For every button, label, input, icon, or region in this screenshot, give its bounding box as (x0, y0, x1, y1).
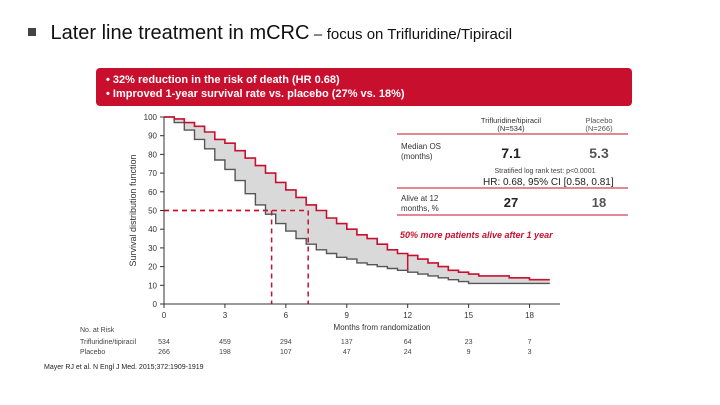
table-col2-n: (N=266) (585, 124, 613, 133)
title-main: Later line treatment in mCRC (50, 22, 310, 44)
table-stat-test: Stratified log rank test: p<0.0001 (495, 168, 596, 175)
risk-value: 266 (158, 349, 170, 356)
risk-value: 9 (467, 349, 471, 356)
series-line-trifluridine-tipiracil (164, 116, 550, 281)
table-alive-12m-ftd: 27 (504, 195, 518, 210)
y-tick-label: 10 (148, 281, 157, 290)
x-tick-label: 18 (525, 311, 534, 320)
y-tick-label: 0 (153, 300, 158, 309)
risk-row-label: Placebo (80, 349, 105, 356)
y-tick-label: 30 (148, 244, 157, 253)
reference-citation: Mayer RJ et al. N Engl J Med. 2015;372:1… (44, 364, 204, 371)
banner-bullet-1: • 32% reduction in the risk of death (HR… (106, 74, 340, 86)
key-findings-banner: • 32% reduction in the risk of death (HR… (96, 68, 632, 106)
risk-value: 23 (465, 339, 473, 346)
slide-title: Later line treatment in mCRC – focus on … (28, 22, 512, 45)
table-hazard-ratio: HR: 0.68, 95% CI [0.58, 0.81] (483, 177, 614, 188)
risk-value: 3 (528, 349, 532, 356)
x-tick-label: 0 (162, 311, 167, 320)
banner-bullet-2: • Improved 1-year survival rate vs. plac… (106, 88, 405, 100)
risk-value: 137 (341, 339, 353, 346)
y-tick-label: 90 (148, 132, 157, 141)
survival-gap-shading (164, 117, 550, 284)
chart-axes: 0 10 20 30 40 50 60 70 80 90 100 0 3 6 9 12 15 18 Months f… (128, 113, 560, 332)
y-axis-label: Survival distribution function (128, 154, 138, 266)
table-row2-label-line2: months, % (401, 204, 439, 213)
y-tick-label: 20 (148, 263, 157, 272)
table-col1-n: (N=534) (497, 124, 525, 133)
series-line-placebo (164, 116, 550, 285)
x-tick-label: 6 (284, 311, 289, 320)
table-col2-header: Placebo (585, 116, 612, 125)
y-tick-label: 80 (148, 150, 157, 159)
number-at-risk-table: No. at Risk Trifluridine/tipiracil Place… (80, 327, 532, 356)
risk-value: 294 (280, 339, 292, 346)
table-median-os-ftd: 7.1 (501, 145, 521, 161)
table-row1-label-line1: Median OS (401, 142, 441, 151)
x-tick-label: 12 (403, 311, 412, 320)
y-tick-label: 50 (148, 207, 157, 216)
risk-row-label: Trifluridine/tipiracil (80, 339, 137, 346)
x-tick-label: 15 (464, 311, 473, 320)
title-dash: – (313, 26, 323, 43)
y-tick-label: 60 (148, 188, 157, 197)
table-row2-label-line1: Alive at 12 (401, 194, 439, 203)
risk-value: 534 (158, 339, 170, 346)
table-col1-header: Trifluridine/tipiracil (481, 116, 541, 125)
risk-header: No. at Risk (80, 327, 115, 334)
x-axis-label: Months from randomization (334, 323, 431, 332)
risk-value: 7 (528, 339, 532, 346)
y-tick-label: 100 (144, 113, 158, 122)
risk-value: 198 (219, 349, 231, 356)
table-row1-label-line2: (months) (401, 152, 433, 161)
y-tick-label: 70 (148, 169, 157, 178)
bullet-square-icon (28, 27, 36, 36)
y-tick-label: 40 (148, 225, 157, 234)
risk-value: 459 (219, 339, 231, 346)
table-alive-12m-placebo: 18 (592, 195, 606, 210)
title-sub: focus on Trifluridine/Tipiracil (326, 26, 513, 43)
risk-value: 24 (404, 349, 412, 356)
risk-value: 107 (280, 349, 292, 356)
risk-value: 47 (343, 349, 351, 356)
x-tick-label: 3 (223, 311, 228, 320)
x-tick-label: 9 (345, 311, 350, 320)
benefit-annotation: 50% more patients alive after 1 year (400, 230, 553, 240)
results-table: Trifluridine/tipiracil (N=534) Placebo (… (397, 116, 628, 216)
table-median-os-placebo: 5.3 (589, 145, 609, 161)
risk-value: 64 (404, 339, 412, 346)
